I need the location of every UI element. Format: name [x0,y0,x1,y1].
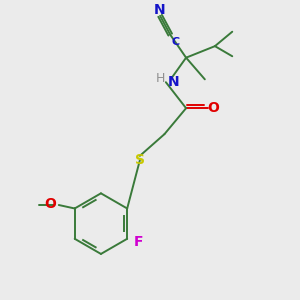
Text: S: S [135,153,145,167]
Text: N: N [168,75,180,88]
Text: C: C [172,38,180,47]
Text: O: O [207,101,219,115]
Text: F: F [134,235,144,249]
Text: O: O [44,197,56,212]
Text: N: N [154,3,165,17]
Text: H: H [155,72,165,85]
